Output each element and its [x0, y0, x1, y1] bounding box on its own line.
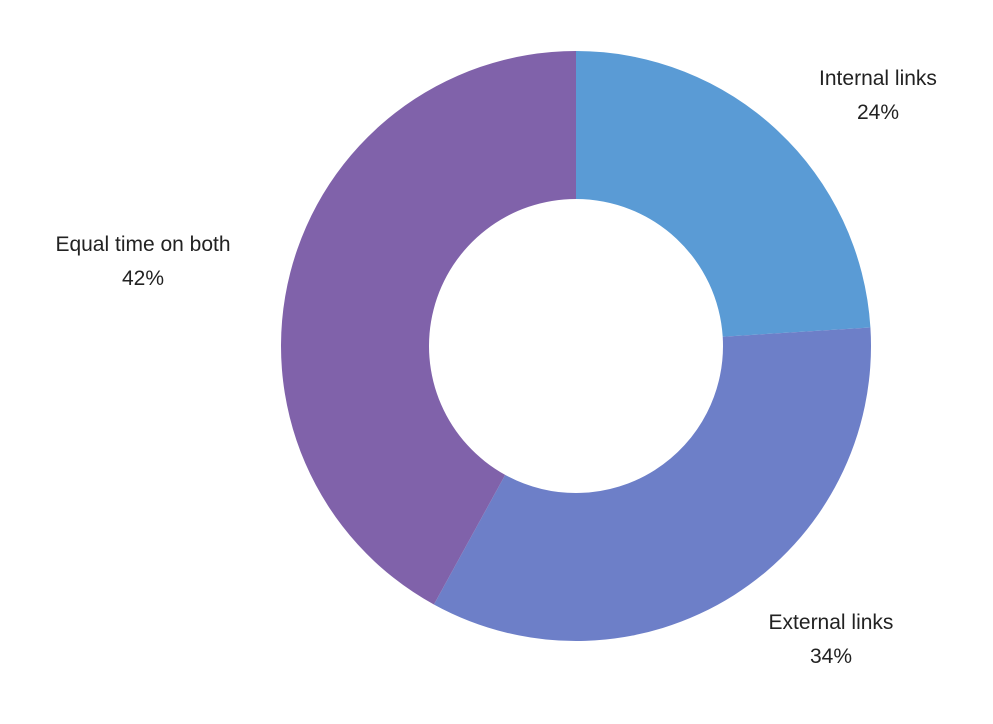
slice-value-internal-links: 24% [857, 101, 899, 124]
slice-label-internal-links: Internal links [819, 67, 937, 90]
donut-slices [281, 51, 872, 641]
slice-label-external-links: External links [769, 611, 894, 634]
slice-external-links [433, 327, 872, 641]
slice-label-equal-time: Equal time on both [55, 233, 230, 256]
slice-value-equal-time: 42% [122, 267, 164, 290]
slice-internal-links [576, 51, 871, 337]
slice-value-external-links: 34% [810, 645, 852, 668]
slice-equal-time-on-both [281, 51, 576, 605]
